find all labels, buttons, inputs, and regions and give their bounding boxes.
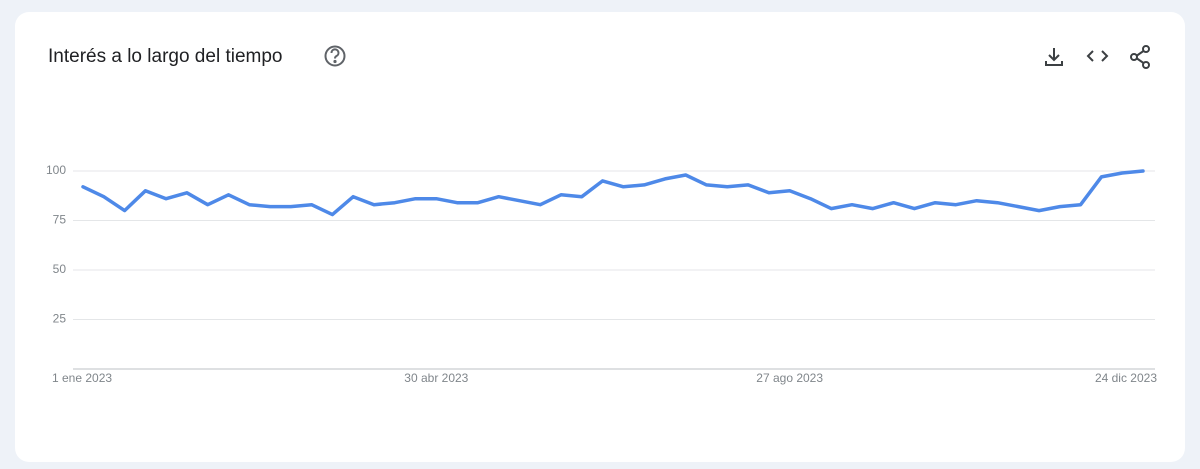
y-tick-label: 75 <box>53 213 67 227</box>
share-icon[interactable] <box>1130 45 1150 69</box>
trend-line <box>81 169 1145 217</box>
card <box>15 12 1185 462</box>
x-tick-label: 1 ene 2023 <box>52 371 112 385</box>
x-tick-label: 27 ago 2023 <box>756 371 823 385</box>
download-glyph <box>1045 48 1063 66</box>
y-tick-label: 25 <box>53 312 67 326</box>
help-mark <box>330 48 340 59</box>
y-tick-label: 50 <box>53 262 67 276</box>
share-node <box>1142 45 1150 53</box>
embed-glyph <box>1086 50 1109 62</box>
share-node <box>1130 53 1138 61</box>
share-links <box>1136 50 1145 64</box>
chart-title: Interés a lo largo del tiempo <box>48 46 282 67</box>
x-tick-label: 30 abr 2023 <box>404 371 468 385</box>
x-tick-label: 24 dic 2023 <box>1095 371 1157 385</box>
help-icon[interactable] <box>324 45 346 67</box>
help-circle <box>324 45 346 67</box>
embed-icon[interactable] <box>1086 50 1109 62</box>
y-tick-label: 100 <box>46 163 66 177</box>
share-node <box>1142 61 1150 69</box>
download-icon[interactable] <box>1045 48 1063 66</box>
help-dot <box>333 59 337 64</box>
